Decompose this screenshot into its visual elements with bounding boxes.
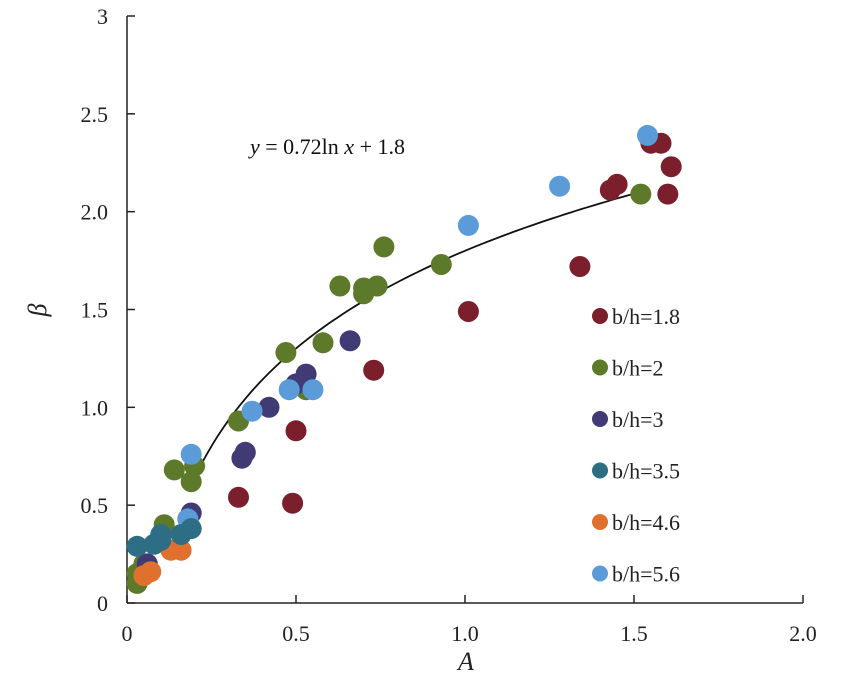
data-point: [637, 124, 658, 146]
equation-tail: + 1.8: [354, 134, 405, 159]
data-point: [457, 214, 479, 236]
data-point: [630, 183, 652, 205]
data-point: [366, 275, 388, 297]
fit-curve: [188, 190, 645, 489]
equation-mid: = 0.72ln: [260, 134, 345, 159]
data-point: [549, 175, 571, 197]
data-point: [569, 256, 591, 277]
data-point: [241, 400, 263, 422]
data-point: [329, 275, 351, 297]
data-point: [373, 236, 395, 258]
y-tick-label: 2.0: [81, 200, 109, 225]
data-point: [180, 518, 202, 540]
y-axis-title: β: [23, 303, 52, 317]
legend-marker: [592, 411, 608, 427]
data-point: [126, 535, 148, 557]
data-point: [339, 330, 361, 352]
data-point: [140, 561, 162, 583]
data-point: [180, 471, 202, 493]
y-tick-label: 2.5: [81, 102, 109, 127]
y-tick-label: 1.5: [81, 298, 109, 323]
equation-y: y: [248, 134, 260, 159]
legend-label: b/h=4.6: [612, 510, 680, 535]
legend: b/h=1.8 b/h=2 b/h=3 b/h=3.5 b/h=4.6 b/h=5.6: [592, 304, 680, 587]
y-tick-label: 1.0: [81, 395, 109, 420]
data-point: [660, 156, 682, 178]
data-point: [285, 420, 307, 442]
data-point: [457, 301, 479, 322]
legend-marker: [592, 565, 608, 582]
data-point: [312, 332, 334, 354]
data-point: [282, 492, 304, 514]
data-point: [234, 441, 256, 463]
data-point: [150, 524, 172, 545]
data-point: [363, 359, 385, 381]
legend-label: b/h=2: [612, 356, 664, 381]
y-tick-label: 3: [97, 4, 108, 29]
legend-marker: [592, 308, 608, 324]
data-point: [170, 539, 192, 561]
data-point: [163, 459, 185, 481]
data-point: [606, 173, 628, 195]
y-tick-label: 0.5: [81, 493, 109, 518]
x-tick-label: 1.5: [620, 621, 648, 646]
legend-label: b/h=3: [612, 407, 664, 432]
data-points: [126, 124, 682, 594]
data-point: [258, 396, 280, 418]
data-point: [657, 183, 679, 205]
data-point: [228, 486, 249, 508]
legend-marker: [592, 462, 608, 479]
data-point: [430, 254, 452, 275]
x-tick-label: 0: [122, 621, 133, 646]
legend-marker: [592, 514, 608, 530]
x-tick-label: 0.5: [282, 621, 310, 646]
data-point: [302, 379, 324, 401]
legend-label: b/h=3.5: [612, 459, 680, 484]
fit-equation: y = 0.72ln x + 1.8: [248, 134, 405, 159]
x-tick-label: 1.0: [451, 621, 479, 646]
data-point: [278, 379, 300, 401]
data-point: [275, 342, 297, 363]
equation-x: x: [343, 134, 354, 159]
legend-marker: [592, 359, 608, 376]
legend-label: b/h=1.8: [612, 304, 680, 329]
data-point: [180, 443, 202, 465]
x-tick-label: 2.0: [789, 621, 817, 646]
tick-group: 0 0.5 1.0 1.5 2.0 2.5 3 0 0.5 1.0 1.5 2.0: [81, 4, 817, 646]
x-axis-title: A: [456, 647, 474, 676]
y-tick-label: 0: [97, 591, 108, 616]
legend-label: b/h=5.6: [612, 562, 680, 587]
